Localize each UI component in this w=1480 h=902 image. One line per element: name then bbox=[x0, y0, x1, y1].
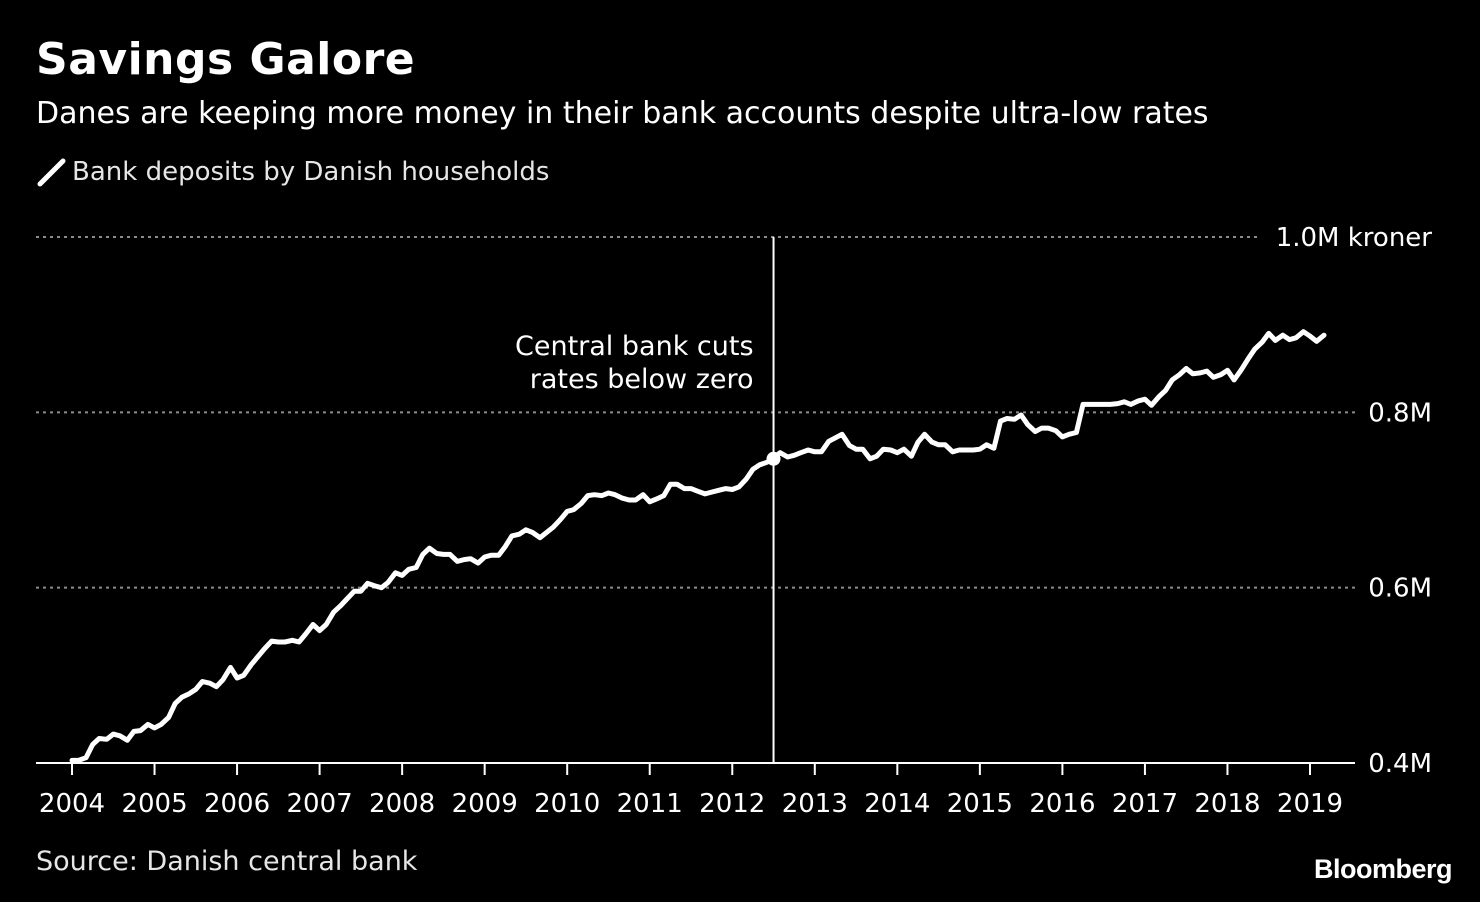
x-tick-label: 2010 bbox=[534, 789, 600, 819]
x-tick-label: 2011 bbox=[617, 789, 683, 819]
x-tick-label: 2015 bbox=[947, 789, 1013, 819]
x-axis: 2004 2005 2006 2007 2008 2009 2010 2011 2012 2013… bbox=[36, 762, 1355, 819]
annotation-point bbox=[766, 451, 781, 466]
x-tick-label: 2016 bbox=[1029, 789, 1095, 819]
x-tick-label: 2019 bbox=[1277, 789, 1343, 819]
y-tick-label: 1.0M kroner bbox=[1276, 223, 1433, 253]
x-tick-label: 2008 bbox=[369, 789, 435, 819]
y-tick-label: 0.6M bbox=[1368, 574, 1432, 604]
legend: Bank deposits by Danish households bbox=[36, 157, 549, 187]
bloomberg-logo: Bloomberg bbox=[1313, 854, 1453, 884]
gridlines bbox=[36, 236, 1355, 589]
y-tick-label: 0.4M bbox=[1368, 749, 1432, 779]
x-tick-label: 2014 bbox=[864, 789, 930, 819]
x-tick-label: 2004 bbox=[39, 789, 105, 819]
series-line bbox=[69, 329, 1327, 763]
series-layer bbox=[69, 329, 1327, 763]
annotation-text: rates below zero bbox=[530, 364, 754, 395]
chart-title: Savings Galore bbox=[36, 34, 416, 85]
chart-subtitle: Danes are keeping more money in their ba… bbox=[36, 96, 1209, 131]
x-tick-label: 2007 bbox=[287, 789, 353, 819]
x-tick-label: 2005 bbox=[121, 789, 187, 819]
y-axis-labels: 0.4M 0.6M 0.8M 1.0M kroner bbox=[1276, 223, 1433, 779]
y-tick-label: 0.8M bbox=[1368, 398, 1432, 428]
annotation-text: Central bank cuts bbox=[515, 331, 754, 362]
x-tick-label: 2009 bbox=[452, 789, 518, 819]
legend-line-icon bbox=[37, 158, 66, 187]
legend-label: Bank deposits by Danish households bbox=[72, 157, 550, 187]
x-tick-label: 2012 bbox=[699, 789, 765, 819]
x-tick-label: 2006 bbox=[204, 789, 270, 819]
x-tick-label: 2018 bbox=[1194, 789, 1260, 819]
source-note: Source: Danish central bank bbox=[36, 846, 418, 877]
x-tick-label: 2013 bbox=[782, 789, 848, 819]
x-tick-label: 2017 bbox=[1112, 789, 1178, 819]
